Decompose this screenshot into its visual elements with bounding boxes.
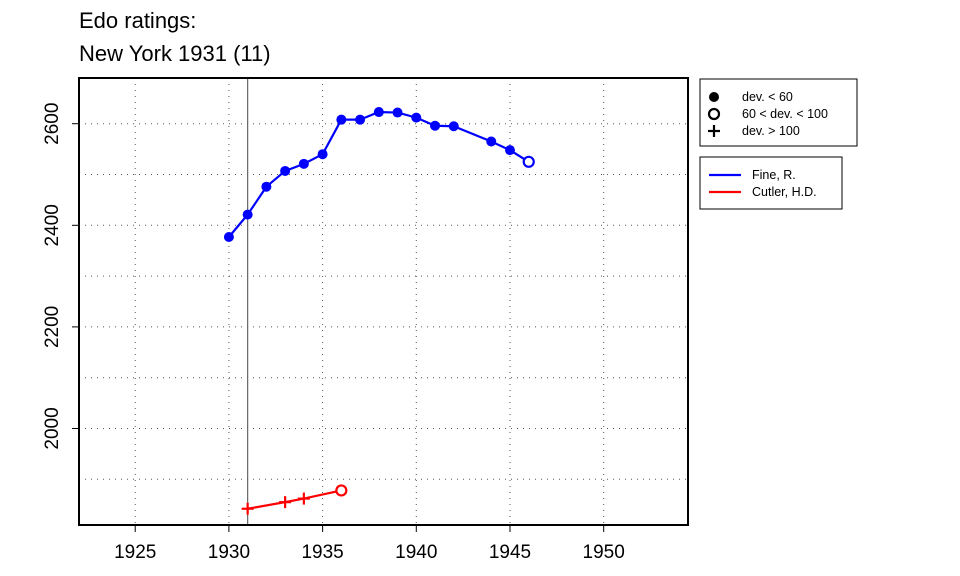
series-line	[228, 110, 530, 238]
data-point	[297, 492, 310, 505]
legend-markers: dev. < 60 60 < dev. < 100 dev. > 100	[699, 78, 858, 147]
chart-title-line2: New York 1931 (11)	[79, 41, 271, 66]
data-point	[486, 136, 497, 147]
x-tick-label: 1935	[301, 542, 343, 563]
legend-markers-box	[699, 78, 858, 147]
legend-player-label: Fine, R.	[752, 168, 796, 182]
chart-title-line1: Edo ratings:	[79, 8, 196, 33]
legend-marker-label: dev. < 60	[742, 90, 793, 104]
data-point	[355, 114, 366, 125]
plot-frame	[78, 77, 689, 526]
data-point	[223, 231, 234, 242]
data-point	[411, 112, 422, 123]
grid	[79, 78, 688, 525]
data-point	[504, 145, 515, 156]
data-point	[373, 107, 384, 118]
legend-symbol-icon	[709, 92, 719, 102]
data-point	[522, 155, 535, 168]
series-line	[247, 489, 342, 510]
axes: 1925 1930 1935 1940 1945 1950 2000 2200 2400 2600	[42, 103, 625, 563]
data-point	[392, 107, 403, 118]
legend-player-label: Cutler, H.D.	[752, 185, 817, 199]
x-tick-label: 1950	[583, 542, 625, 563]
legend-symbol-icon	[708, 125, 720, 137]
legend-marker-label: dev. > 100	[742, 124, 800, 138]
data-point	[280, 165, 291, 176]
data-point	[298, 158, 309, 169]
data-point	[336, 114, 347, 125]
data-point	[261, 181, 272, 192]
y-tick-label: 2000	[42, 407, 63, 449]
data-point	[335, 484, 348, 497]
x-tick-label: 1925	[114, 542, 156, 563]
data-point	[317, 149, 328, 160]
legend-symbol-icon	[707, 107, 721, 121]
data-point	[279, 496, 292, 509]
y-tick-label: 2200	[42, 306, 63, 348]
x-tick-label: 1930	[208, 542, 250, 563]
data-point	[448, 121, 459, 132]
x-tick-label: 1945	[489, 542, 531, 563]
data-point	[430, 120, 441, 131]
y-tick-label: 2600	[42, 103, 63, 145]
data-point	[241, 502, 254, 515]
legend-players-box	[699, 156, 843, 210]
legend-marker-label: 60 < dev. < 100	[742, 107, 828, 121]
x-tick-label: 1940	[395, 542, 437, 563]
data-point	[242, 209, 253, 220]
series-group	[223, 107, 535, 515]
y-tick-label: 2400	[42, 204, 63, 246]
legend-players: Fine, R. Cutler, H.D.	[699, 156, 843, 210]
